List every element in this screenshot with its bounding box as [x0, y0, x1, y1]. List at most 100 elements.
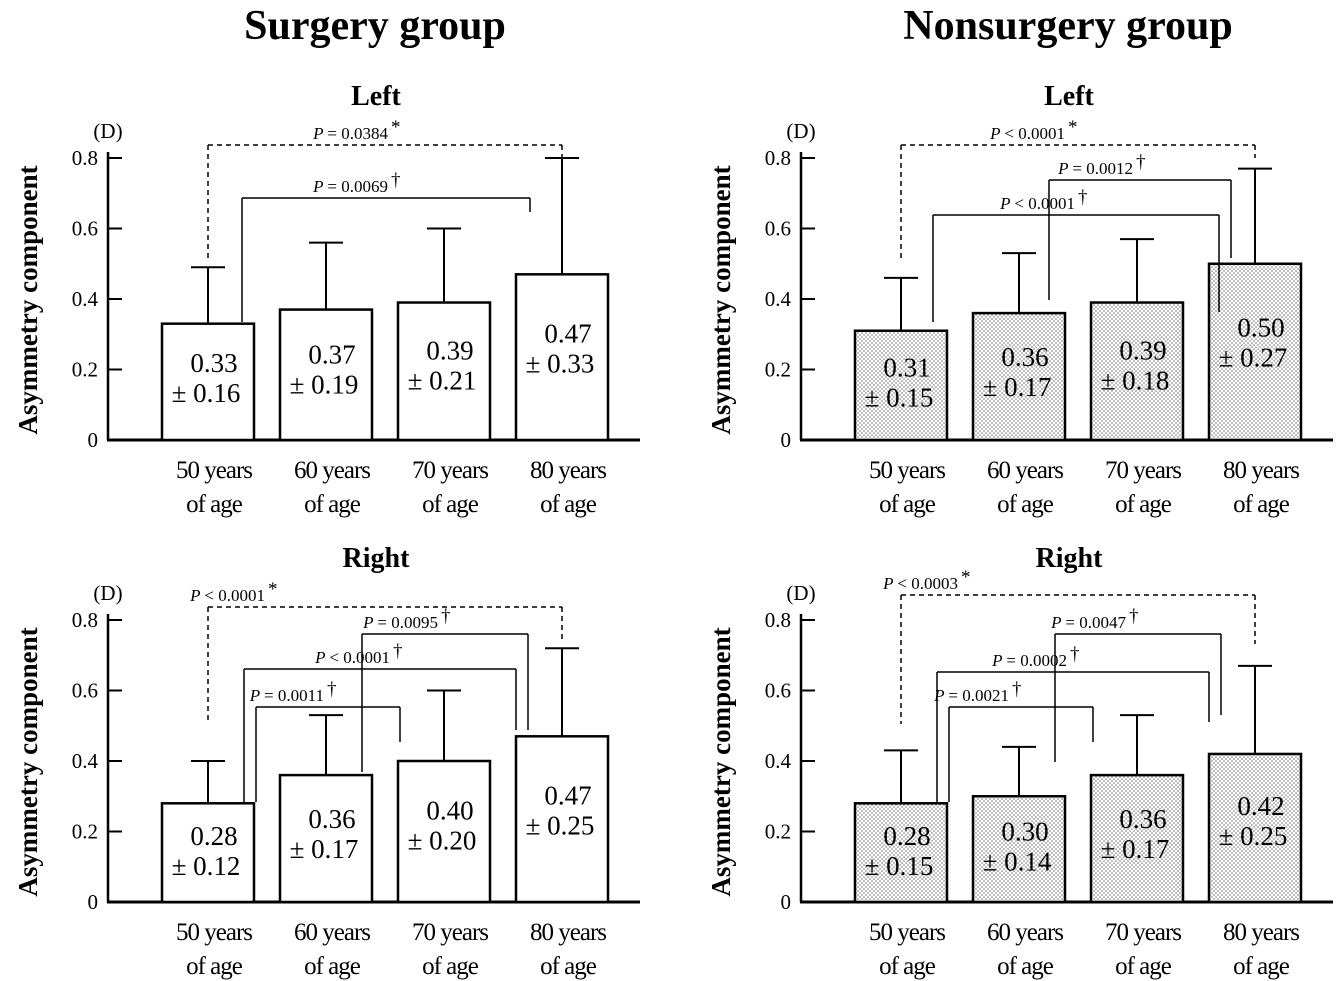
bar — [160, 802, 256, 904]
bar-sd-label: ± 0.25 — [526, 811, 595, 841]
significance-mark: † — [441, 606, 451, 627]
bar — [1089, 773, 1185, 904]
bar-value-label: 0.31 — [883, 352, 930, 382]
bar — [853, 802, 949, 904]
bar-sd-label: ± 0.17 — [983, 372, 1052, 402]
significance-mark: * — [391, 117, 401, 138]
bar-value-label: 0.40 — [426, 795, 473, 825]
x-category-label: 70 years — [1105, 457, 1181, 484]
x-category-label: of age — [422, 953, 479, 980]
bar — [853, 329, 949, 442]
x-category-label: of age — [997, 953, 1054, 980]
bar-sd-label: ± 0.17 — [1101, 834, 1170, 864]
nonsurgery-group-title: Nonsurgery group — [903, 3, 1233, 49]
p-value-label: P < 0.0001 — [189, 586, 265, 605]
x-category-label: of age — [1115, 953, 1172, 980]
x-category-label: 80 years — [1223, 919, 1299, 946]
y-unit-label: (D) — [786, 119, 815, 143]
bar-sd-label: ± 0.25 — [1219, 821, 1288, 851]
x-category-label: of age — [1233, 491, 1290, 518]
x-category-label: of age — [540, 491, 597, 518]
bar-value-label: 0.28 — [883, 821, 930, 851]
x-category-label: 50 years — [176, 919, 252, 946]
bar-sd-label: ± 0.15 — [865, 382, 934, 412]
significance-mark: * — [961, 567, 971, 588]
x-category-label: of age — [879, 491, 936, 518]
significance-mark: † — [391, 170, 401, 191]
y-axis-label: Asymmetry component — [13, 627, 43, 896]
x-category-label: of age — [304, 491, 361, 518]
bar-value-label: 0.36 — [308, 804, 355, 834]
x-category-label: 50 years — [176, 457, 252, 484]
x-category-label: 70 years — [412, 919, 488, 946]
x-category-label: of age — [186, 953, 243, 980]
y-axis-label: Asymmetry component — [706, 165, 736, 434]
x-category-label: of age — [186, 491, 243, 518]
p-value-label: P = 0.0021 — [933, 686, 1009, 705]
p-value-label: P = 0.0095 — [362, 613, 438, 632]
p-value-label: P = 0.0047 — [1050, 613, 1126, 632]
bar — [1089, 301, 1185, 442]
bar-value-label: 0.30 — [1001, 817, 1048, 847]
x-category-label: 70 years — [1105, 919, 1181, 946]
significance-mark: * — [268, 579, 278, 600]
y-axis-label: Asymmetry component — [13, 165, 43, 434]
significance-mark: † — [393, 641, 403, 662]
y-tick-label: 0.8 — [72, 146, 98, 170]
bar-value-label: 0.39 — [426, 336, 473, 366]
bar-value-label: 0.50 — [1237, 312, 1284, 342]
x-category-label: 60 years — [294, 457, 370, 484]
y-tick-label: 0.4 — [765, 287, 792, 311]
bar — [396, 759, 492, 904]
bar-value-label: 0.42 — [1237, 791, 1284, 821]
y-tick-label: 0.2 — [72, 358, 98, 382]
bar-value-label: 0.39 — [1119, 336, 1166, 366]
bar-value-label: 0.37 — [308, 340, 355, 370]
p-value-label: P = 0.0011 — [249, 686, 324, 705]
significance-mark: † — [1070, 644, 1080, 665]
bar — [278, 308, 374, 442]
x-category-label: of age — [879, 953, 936, 980]
bar-value-label: 0.33 — [190, 348, 237, 378]
p-value-label: P < 0.0001 — [999, 194, 1075, 213]
panel-title: Right — [343, 543, 411, 574]
y-tick-label: 0 — [781, 890, 792, 914]
y-tick-label: 0.4 — [72, 287, 99, 311]
bar-sd-label: ± 0.21 — [408, 366, 477, 396]
p-value-label: P = 0.0012 — [1057, 159, 1133, 178]
x-category-label: 80 years — [1223, 457, 1299, 484]
p-value-label: P = 0.0002 — [991, 651, 1067, 670]
bar — [971, 795, 1067, 904]
bar — [160, 322, 256, 442]
panel-surgery-group-left: Left Asymmetry component (D) 0 0.2 0.4 0.6 0.8 0… — [13, 81, 640, 518]
bar-sd-label: ± 0.16 — [172, 378, 241, 408]
panel-title: Right — [1036, 543, 1104, 574]
p-value-label: P < 0.0001 — [989, 124, 1065, 143]
p-value-label: P = 0.0384 — [312, 124, 388, 143]
x-category-label: 50 years — [869, 457, 945, 484]
x-category-label: 70 years — [412, 457, 488, 484]
panel-title: Left — [1044, 81, 1094, 112]
panel-title: Left — [351, 81, 401, 112]
significance-mark: † — [1136, 152, 1146, 173]
bar-sd-label: ± 0.18 — [1101, 366, 1170, 396]
significance-mark: † — [327, 679, 337, 700]
x-category-label: of age — [1115, 491, 1172, 518]
y-tick-label: 0.2 — [765, 358, 791, 382]
bar-value-label: 0.47 — [544, 319, 591, 349]
bar — [971, 311, 1067, 442]
bar-value-label: 0.36 — [1119, 804, 1166, 834]
significance-mark: † — [1129, 606, 1139, 627]
y-tick-label: 0.8 — [765, 608, 791, 632]
y-tick-label: 0.8 — [765, 146, 791, 170]
y-tick-label: 0 — [88, 428, 99, 452]
surgery-group-title: Surgery group — [244, 3, 506, 49]
y-tick-label: 0.6 — [765, 217, 791, 241]
y-tick-label: 0 — [88, 890, 99, 914]
bar-sd-label: ± 0.33 — [526, 349, 595, 379]
y-unit-label: (D) — [93, 581, 122, 605]
bar-value-label: 0.47 — [544, 781, 591, 811]
panel-nonsurgery-group-left: Left Asymmetry component (D) 0 0.2 0.4 0.6 0.8 0… — [706, 81, 1333, 518]
y-unit-label: (D) — [93, 119, 122, 143]
x-category-label: of age — [304, 953, 361, 980]
